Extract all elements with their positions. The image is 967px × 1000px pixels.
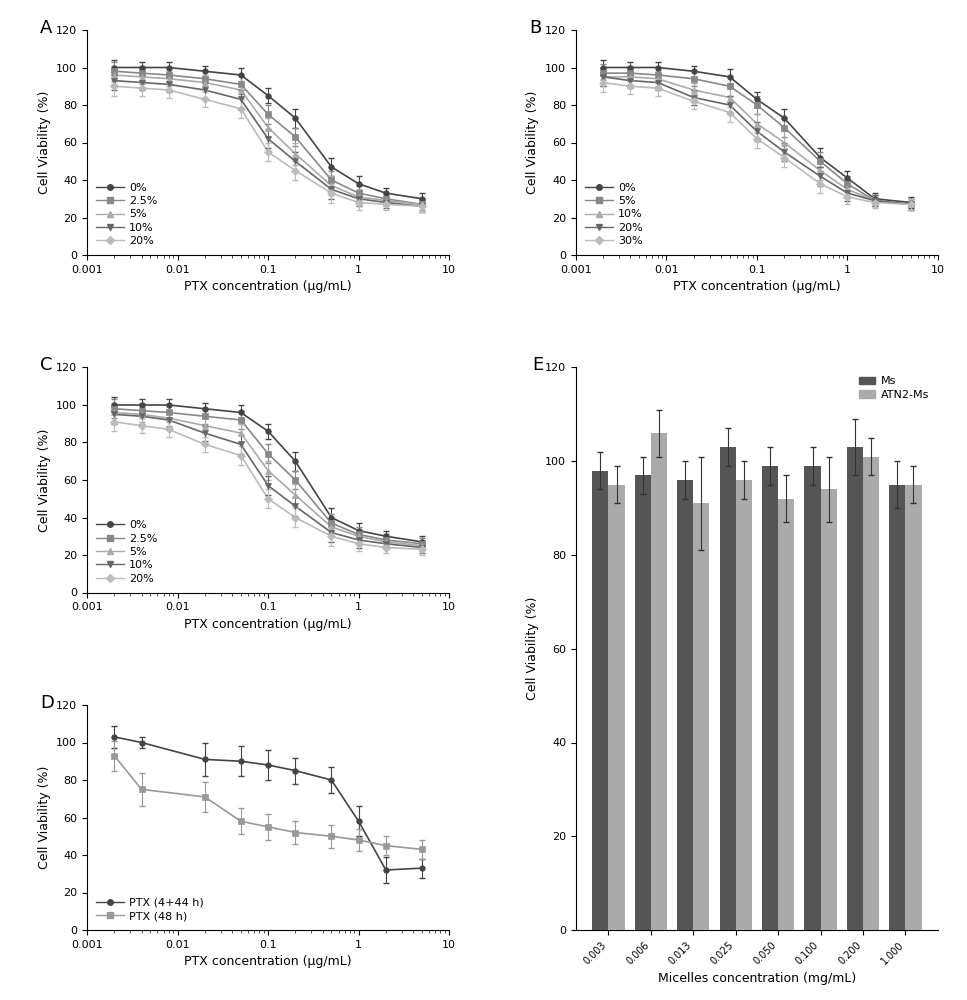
Bar [608,485,625,930]
Legend: 0%, 2.5%, 5%, 10%, 20%: 0%, 2.5%, 5%, 10%, 20% [93,179,161,249]
Bar [719,447,736,930]
Bar [651,433,667,930]
Y-axis label: Cell Viability (%): Cell Viability (%) [526,91,540,194]
Bar [778,499,794,930]
Legend: Ms, ATN2-Ms: Ms, ATN2-Ms [855,373,932,403]
Bar [693,503,710,930]
X-axis label: Micelles concentration (mg/mL): Micelles concentration (mg/mL) [658,972,856,985]
Legend: 0%, 2.5%, 5%, 10%, 20%: 0%, 2.5%, 5%, 10%, 20% [93,517,161,587]
Bar [805,466,821,930]
Legend: PTX (4+44 h), PTX (48 h): PTX (4+44 h), PTX (48 h) [93,894,207,924]
Y-axis label: Cell Viability (%): Cell Viability (%) [526,597,540,700]
Bar [905,485,922,930]
Text: B: B [529,19,542,37]
Bar [847,447,863,930]
Bar [863,457,879,930]
Y-axis label: Cell Viability (%): Cell Viability (%) [38,428,50,532]
X-axis label: PTX concentration (μg/mL): PTX concentration (μg/mL) [673,280,840,293]
Bar [593,471,608,930]
Text: A: A [40,19,52,37]
Bar [890,485,905,930]
X-axis label: PTX concentration (μg/mL): PTX concentration (μg/mL) [185,955,352,968]
Bar [634,475,651,930]
Legend: 0%, 5%, 10%, 20%, 30%: 0%, 5%, 10%, 20%, 30% [581,179,646,249]
Text: C: C [40,356,52,374]
Y-axis label: Cell Viability (%): Cell Viability (%) [38,91,50,194]
Text: E: E [533,356,543,374]
Text: D: D [40,694,54,712]
Bar [762,466,778,930]
X-axis label: PTX concentration (μg/mL): PTX concentration (μg/mL) [185,280,352,293]
X-axis label: PTX concentration (μg/mL): PTX concentration (μg/mL) [185,618,352,631]
Bar [821,489,836,930]
Bar [677,480,693,930]
Y-axis label: Cell Viability (%): Cell Viability (%) [38,766,50,869]
Bar [736,480,752,930]
